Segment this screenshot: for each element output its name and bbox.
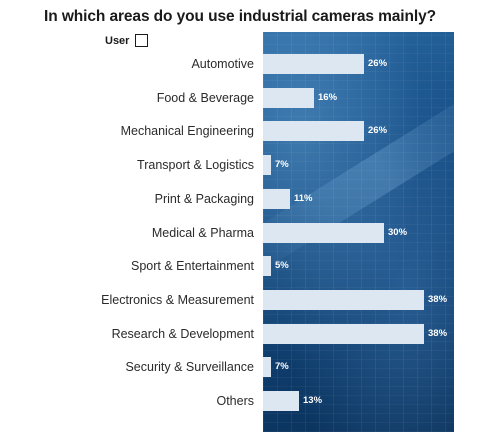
value-label: 11% — [294, 193, 313, 204]
value-label: 7% — [275, 159, 289, 170]
category-label: Automotive — [191, 57, 254, 71]
value-label: 38% — [428, 328, 448, 339]
category-label: Security & Surveillance — [125, 360, 254, 374]
value-label: 5% — [275, 260, 289, 271]
bar — [263, 54, 364, 74]
bar — [263, 88, 314, 108]
category-label: Others — [216, 394, 254, 408]
value-label: 26% — [368, 125, 388, 136]
category-label: Mechanical Engineering — [120, 124, 254, 138]
value-label: 7% — [275, 361, 289, 372]
value-label: 13% — [303, 395, 323, 406]
value-label: 16% — [318, 92, 338, 103]
value-label: 38% — [428, 294, 448, 305]
category-label: Print & Packaging — [154, 192, 254, 206]
bar — [263, 391, 299, 411]
value-label: 30% — [388, 227, 408, 238]
bar — [263, 290, 424, 310]
legend-swatch-user — [135, 34, 149, 47]
bar — [263, 256, 271, 276]
bar — [263, 223, 384, 243]
legend: User — [105, 34, 149, 47]
category-label: Medical & Pharma — [151, 226, 254, 240]
category-label: Food & Beverage — [156, 91, 254, 105]
value-label: 26% — [368, 58, 388, 69]
category-label: Sport & Entertainment — [131, 259, 254, 273]
bar — [263, 189, 290, 209]
legend-label-user: User — [105, 34, 130, 47]
bar — [263, 155, 271, 175]
bar — [263, 324, 424, 344]
category-label: Research & Development — [111, 327, 254, 341]
chart-title: In which areas do you use industrial cam… — [44, 8, 436, 25]
category-label: Transport & Logistics — [137, 158, 254, 172]
bar — [263, 357, 271, 377]
category-label: Electronics & Measurement — [101, 293, 254, 307]
bar — [263, 121, 364, 141]
